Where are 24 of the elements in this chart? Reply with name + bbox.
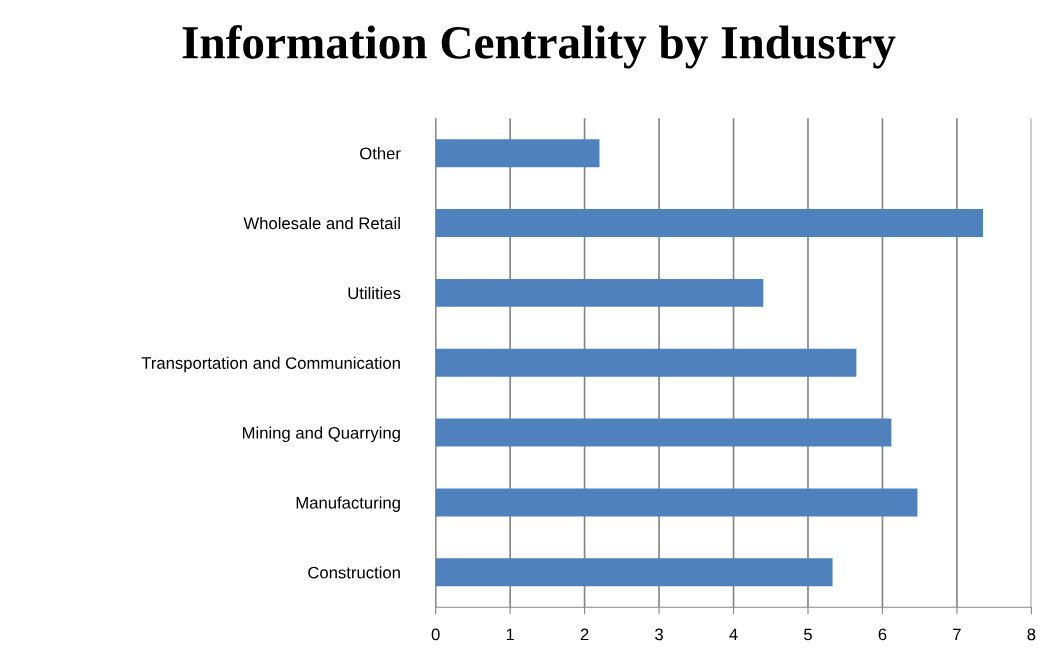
x-tick-label: 8 <box>1027 628 1036 641</box>
x-tick-label: 0 <box>431 628 440 641</box>
y-tick-label: Other <box>360 147 401 160</box>
x-tick-label: 3 <box>655 628 663 641</box>
bar <box>435 488 918 517</box>
x-tick-label: 1 <box>506 628 514 641</box>
x-tick-label: 4 <box>729 628 738 641</box>
bar <box>435 348 857 377</box>
x-tick-label: 7 <box>953 628 961 641</box>
x-tick-label: 2 <box>580 628 589 641</box>
bar <box>435 418 892 447</box>
x-tick-label: 5 <box>804 628 812 641</box>
y-tick-label: Construction <box>308 566 400 579</box>
y-tick-label: Transportation and Communication <box>141 356 400 373</box>
chart-title: Information Centrality by Industry <box>182 25 896 69</box>
y-tick-label: Manufacturing <box>296 496 400 512</box>
y-tick-label: Utilities <box>348 286 401 300</box>
bar <box>435 558 833 587</box>
x-tick-label: 6 <box>878 628 887 641</box>
bar <box>435 139 600 168</box>
bar <box>435 209 983 237</box>
y-tick-label: Mining and Quarrying <box>242 426 400 443</box>
bar <box>435 278 764 307</box>
y-tick-label: Wholesale and Retail <box>243 216 400 230</box>
